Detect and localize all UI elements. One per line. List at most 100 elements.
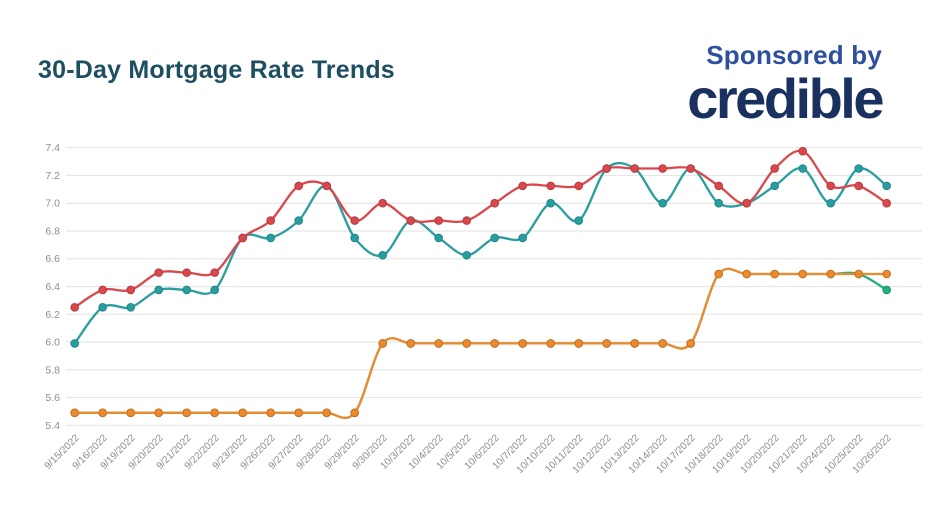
series-teal-point bbox=[434, 233, 444, 243]
series-orange-point bbox=[826, 269, 836, 279]
series-red-point bbox=[630, 164, 640, 173]
credible-logo: credible bbox=[687, 67, 884, 130]
series-orange-point bbox=[574, 339, 584, 348]
series-orange-point bbox=[686, 339, 696, 348]
series-teal-point bbox=[126, 303, 135, 312]
series-red-line bbox=[73, 149, 888, 309]
series-orange-point bbox=[210, 408, 219, 418]
series-teal-point bbox=[154, 285, 163, 295]
series-red-point bbox=[770, 164, 780, 173]
series-teal-line bbox=[73, 161, 888, 345]
y-axis-label: 5.8 bbox=[45, 364, 60, 376]
y-axis-label: 6.2 bbox=[45, 309, 60, 321]
series-orange-point bbox=[714, 269, 724, 279]
series-orange-point bbox=[490, 339, 500, 348]
series-red-point bbox=[294, 181, 304, 191]
series-teal-point bbox=[714, 198, 724, 208]
series-orange-point bbox=[518, 339, 528, 348]
series-teal-point bbox=[378, 250, 388, 260]
series-red-point bbox=[742, 198, 752, 208]
series-red-point bbox=[70, 303, 79, 312]
y-axis-label: 7.2 bbox=[45, 170, 60, 182]
series-orange-point bbox=[630, 339, 640, 348]
series-orange-point bbox=[322, 408, 332, 418]
series-red-point bbox=[322, 181, 332, 191]
sponsor-block: Sponsored by credible bbox=[687, 40, 884, 130]
y-axis-label: 5.4 bbox=[45, 420, 60, 432]
series-teal-point bbox=[462, 250, 472, 260]
y-axis-label: 6.6 bbox=[45, 253, 60, 265]
series-teal-point bbox=[266, 233, 276, 243]
series-red-point bbox=[238, 233, 247, 243]
y-axis-label: 6.0 bbox=[45, 337, 60, 349]
series-teal-point bbox=[826, 198, 836, 208]
y-axis-label: 7.0 bbox=[45, 198, 60, 210]
series-teal-point bbox=[518, 233, 528, 243]
series-teal-point bbox=[182, 285, 191, 295]
series-teal-point bbox=[798, 164, 808, 173]
series-red-point bbox=[462, 216, 472, 225]
series-teal-point bbox=[210, 285, 219, 295]
series-teal-point bbox=[490, 233, 500, 243]
y-axis-label: 7.4 bbox=[45, 142, 60, 154]
series-orange-point bbox=[70, 408, 79, 418]
series-orange-point bbox=[798, 269, 808, 279]
series-red-point bbox=[350, 216, 360, 225]
series-teal-point bbox=[70, 339, 79, 348]
series-teal-point bbox=[574, 216, 584, 225]
series-orange-point bbox=[434, 339, 444, 348]
series-teal-point bbox=[854, 164, 864, 173]
series-teal-point bbox=[770, 181, 780, 191]
series-teal-point bbox=[882, 181, 892, 191]
series-red-point bbox=[714, 181, 724, 191]
series-teal-point bbox=[98, 303, 107, 312]
series-red-point bbox=[182, 268, 191, 277]
series-teal-point bbox=[658, 198, 668, 208]
series-red-point bbox=[98, 285, 107, 295]
series-orange-point bbox=[406, 339, 416, 348]
page-title: 30-Day Mortgage Rate Trends bbox=[38, 56, 395, 84]
series-red-point bbox=[854, 181, 864, 191]
series-orange-point bbox=[602, 339, 612, 348]
series-red-point bbox=[406, 216, 416, 225]
series-orange-point bbox=[854, 269, 864, 279]
series-red-point bbox=[826, 181, 836, 191]
series-orange-point bbox=[742, 269, 752, 279]
series-red-point bbox=[266, 216, 276, 225]
series-red-point bbox=[490, 198, 500, 208]
series-orange-point bbox=[882, 269, 892, 279]
series-orange-point bbox=[266, 408, 276, 418]
series-red-point bbox=[378, 198, 388, 208]
series-orange-point bbox=[182, 408, 191, 418]
y-axis-label: 6.8 bbox=[45, 225, 60, 237]
series-orange-point bbox=[154, 408, 163, 418]
series-red-point bbox=[602, 164, 612, 173]
series-red-point bbox=[518, 181, 528, 191]
series-orange-point bbox=[462, 339, 472, 348]
series-orange-point bbox=[294, 408, 304, 418]
series-teal-point bbox=[294, 216, 304, 225]
series-orange-point bbox=[378, 339, 388, 348]
series-red-point bbox=[434, 216, 444, 225]
series-red-point bbox=[154, 268, 163, 277]
series-red-point bbox=[574, 181, 584, 191]
series-orange-point bbox=[98, 408, 107, 418]
series-teal-point bbox=[546, 198, 556, 208]
series-orange-point bbox=[350, 408, 360, 418]
series-teal-point bbox=[350, 233, 360, 243]
y-axis-label: 6.4 bbox=[45, 281, 60, 293]
series-red-point bbox=[546, 181, 556, 191]
series-red-point bbox=[210, 268, 219, 277]
series-orange-point bbox=[546, 339, 556, 348]
series-red-point bbox=[686, 164, 696, 173]
sponsored-by-label: Sponsored by bbox=[706, 40, 882, 70]
series-green-point bbox=[882, 285, 892, 295]
series-orange-point bbox=[658, 339, 668, 348]
series-red-point bbox=[658, 164, 668, 173]
series-orange-point bbox=[238, 408, 247, 418]
series-orange-point bbox=[770, 269, 780, 279]
series-red-point bbox=[798, 146, 808, 156]
y-axis-label: 5.6 bbox=[45, 392, 60, 404]
